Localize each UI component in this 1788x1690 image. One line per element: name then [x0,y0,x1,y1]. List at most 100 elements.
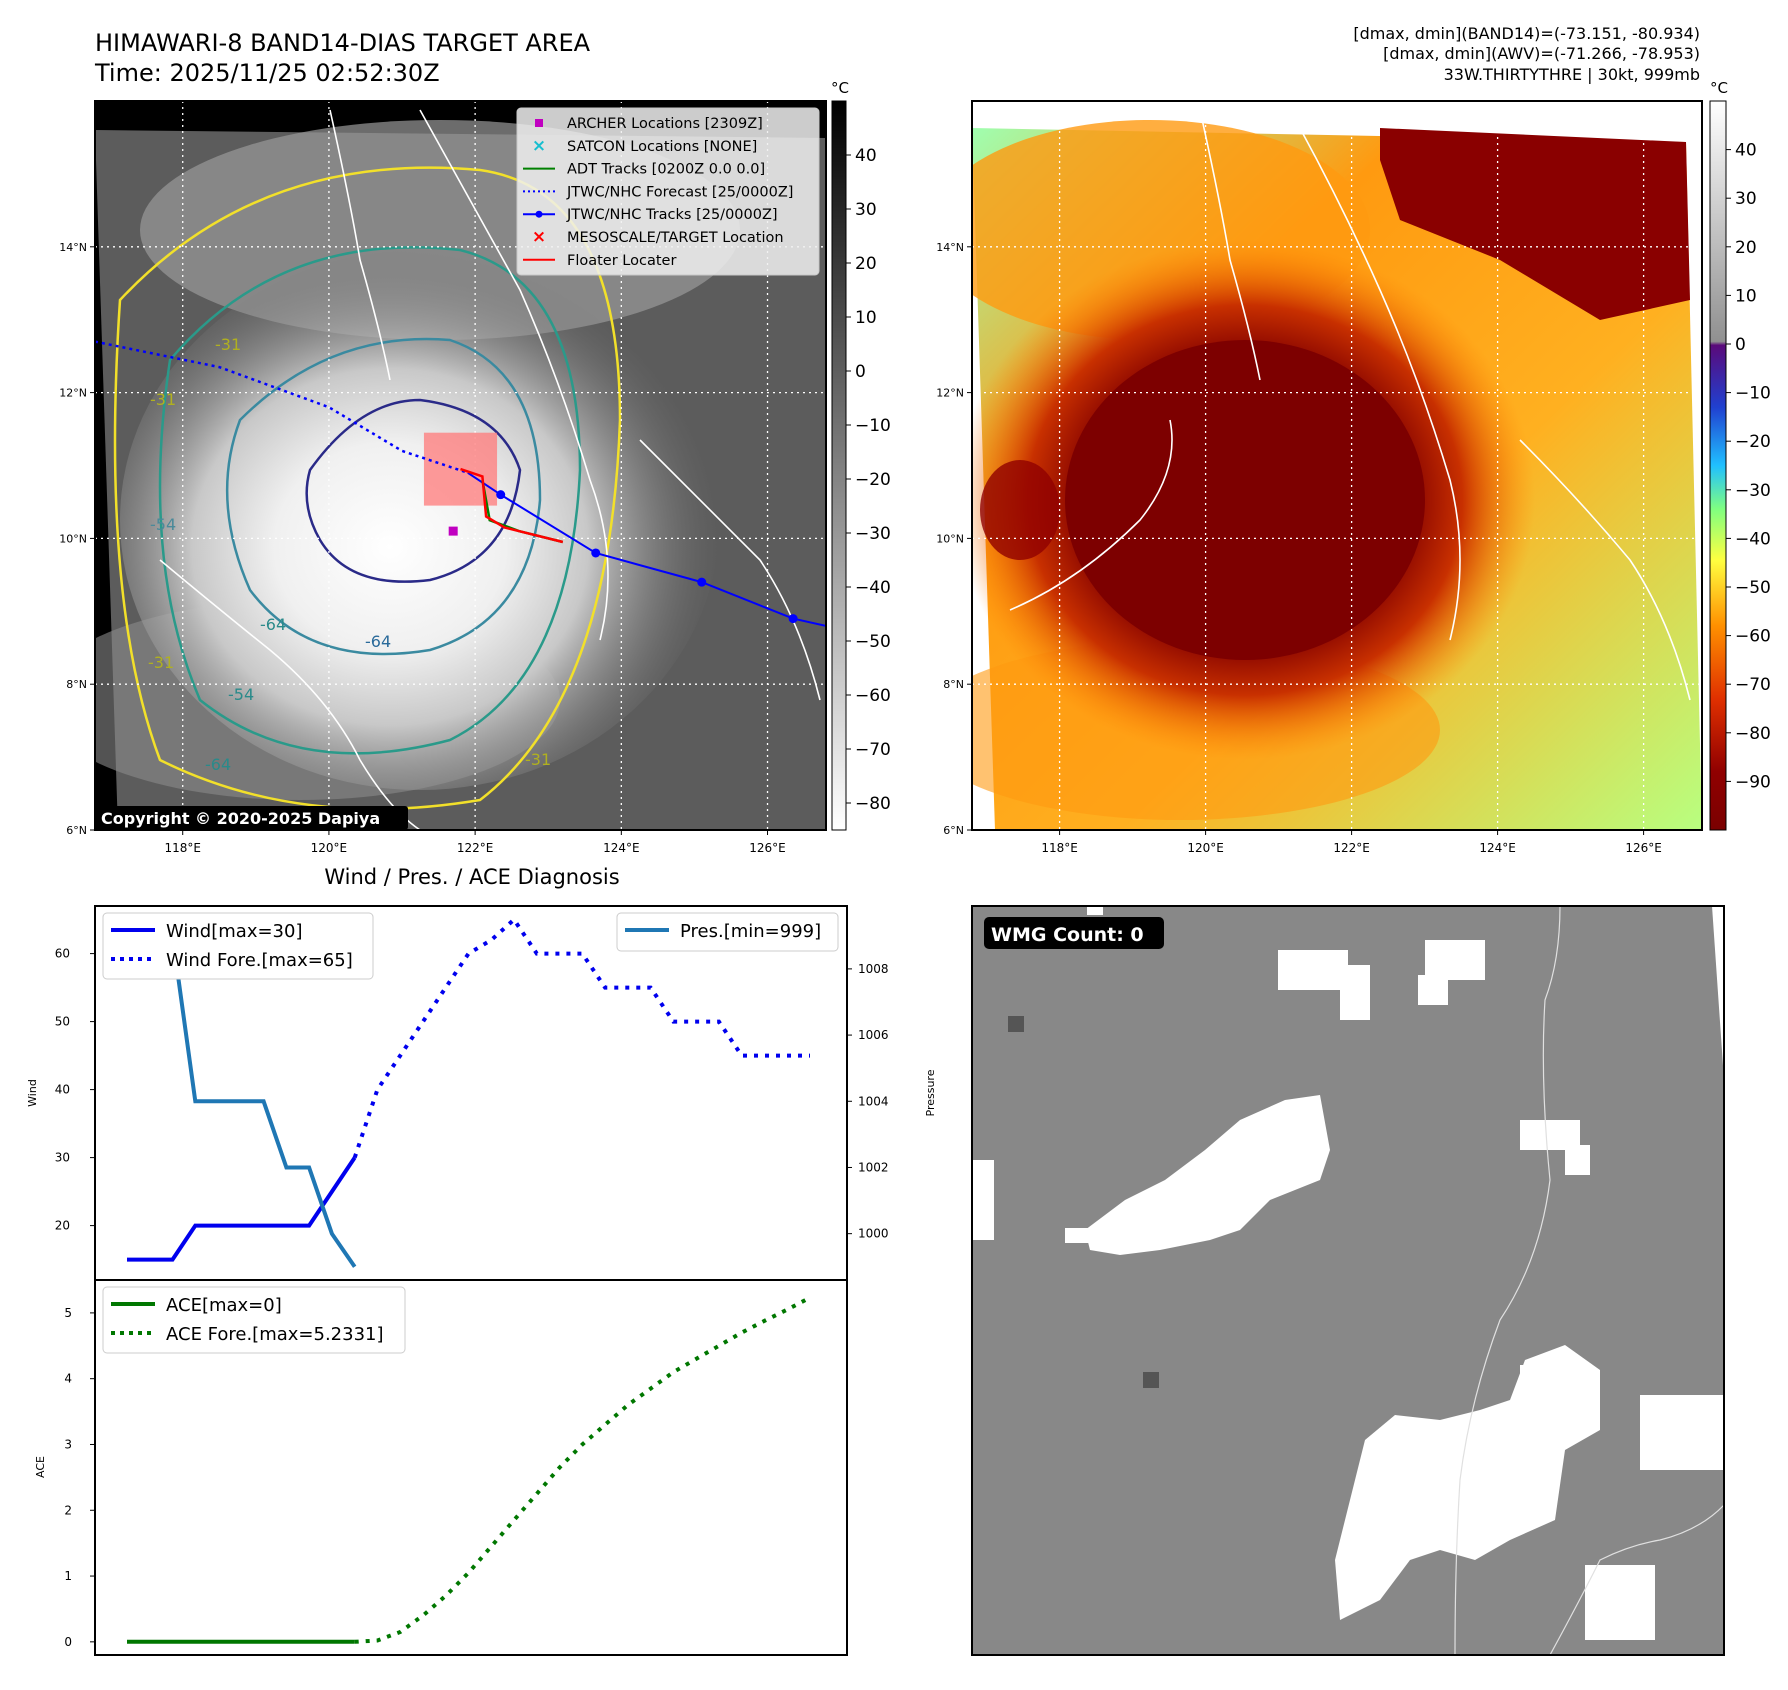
ace-tick-label: 5 [64,1306,72,1320]
wmg-cell [1565,1145,1590,1175]
jtwc-track-dots [496,490,798,624]
map1-storm-cloud [120,250,720,790]
map1-coastline-c [159,559,421,830]
pressure-legend-label: Pres.[min=999] [680,921,821,942]
series-line [149,933,357,1268]
figure-time: Time: 2025/11/25 02:52:30Z [94,59,440,87]
map2-y-tick-labels: 6°N 8°N 10°N 12°N 14°N [936,241,972,837]
wind-y-ticks: 20 30 40 50 60 [55,947,95,1233]
map2-coastline-d [1519,439,1691,701]
wmg-label-box [984,917,1164,949]
colorbar-tick-label: −40 [1735,529,1771,549]
wmg-coastline-a [1454,906,1561,1655]
x-tick-label: 122°E [1333,841,1370,855]
legend-label: MESOSCALE/TARGET Location [567,230,784,246]
map2-x-tick-labels: 118°E 120°E 122°E 124°E 126°E [1041,830,1662,855]
wmg-dark-cell [1008,1016,1024,1032]
wmg-cell [1418,975,1448,1005]
y-tick-label: 8°N [66,678,87,691]
y-tick-label: 12°N [936,387,964,400]
pressure-legend-box [616,912,839,952]
pressure-tick-label: 1002 [858,1160,889,1174]
contour-labels: -31 -31 -31 -54 -64 -64 -64 -54 -31 [148,335,551,774]
contour-label: -64 [260,615,286,634]
contour-label: -54 [150,515,176,534]
figure-title: HIMAWARI-8 BAND14-DIAS TARGET AREA [95,29,591,57]
copyright-text: Copyright © 2020-2025 Dapiya [101,809,380,828]
ace-tick-label: 1 [64,1569,72,1583]
wmg-dark-cell [1143,1372,1159,1388]
x-tick-label: 118°E [164,841,201,855]
wind-legend-box [102,912,374,980]
contour-label: -54 [228,685,254,704]
wmg-white-cloud-mid [972,1095,1590,1255]
colorbar-tick-label: −30 [1735,481,1771,501]
colorbar-tick-label: 10 [1735,286,1757,306]
wind-pressure-chart: 20 30 40 50 60 1000 1002 1004 1006 1008 Wind Pre… [26,905,937,1281]
x-tick-label: 120°E [1187,841,1224,855]
colorbar-tick-label: −60 [855,686,891,706]
color-colorbar-unit: °C [1710,79,1728,97]
map2-coastline-c [1009,419,1173,611]
y-tick-label: 6°N [66,824,87,837]
colorbar-tick-label: −90 [1735,772,1771,792]
map2-storm-core-inner [1065,340,1425,660]
floater-track-line [460,467,564,544]
info-line-storm: 33W.THIRTYTHRE | 30kt, 999mb [1444,65,1700,84]
wmg-cell [1065,1228,1090,1243]
colorbar-tick-label: 20 [1735,238,1757,258]
legend-label: ARCHER Locations [2309Z] [567,116,763,132]
legend-symbol-x: × [532,136,546,156]
ace-tick-label: 3 [64,1437,72,1451]
contour-label: -31 [150,390,176,409]
contour-teal-inner [225,337,542,656]
map1-coastline-d [639,439,821,701]
info-line-awv: [dmax, dmin](AWV)=(-71.266, -78.953) [1383,44,1700,63]
legend-label: ADT Tracks [0200Z 0.0 0.0] [567,162,765,178]
contour-navy-core [305,398,522,583]
legend-label: JTWC/NHC Tracks [25/0000Z] [566,207,778,223]
wmg-cell [1640,1395,1724,1470]
jtwc-track-point [591,548,601,558]
map2-cold-cloud-west [980,460,1060,560]
wind-tick-label: 30 [55,1151,70,1165]
ace-fore-legend-label: ACE Fore.[max=5.2331] [166,1324,384,1345]
colorbar-tick-label: 30 [855,200,877,220]
x-tick-label: 124°E [1479,841,1516,855]
series-line [127,1156,357,1262]
x-tick-label: 122°E [457,841,494,855]
colorbar-tick-label: −70 [1735,675,1771,695]
wind-ylabel: Wind [26,1079,39,1107]
x-tick-label: 120°E [311,841,348,855]
copyright-box [96,806,408,830]
map-legend-box [516,107,820,276]
map1-coastline-a [419,109,609,641]
y-tick-label: 6°N [943,824,964,837]
pressure-tick-label: 1006 [858,1028,889,1042]
contour-yellow-outer [113,166,622,811]
map-legend: ARCHER Locations [2309Z] × SATCON Location… [516,107,820,276]
pressure-tick-label: 1000 [858,1227,889,1241]
wind-tick-label: 60 [55,947,70,961]
wind-fore-legend-label: Wind Fore.[max=65] [166,950,353,971]
wmg-white-cloud-bottom [1335,1345,1724,1640]
colorbar-tick-label: −50 [1735,578,1771,598]
colorbar-tick-label: −80 [1735,724,1771,744]
colorbar-tick-label: −50 [855,632,891,652]
colorbar-tick-label: −70 [855,740,891,760]
jtwc-track-point [697,577,707,587]
colorbar-tick-label: −80 [855,794,891,814]
ace-legend-label: ACE[max=0] [166,1295,282,1316]
colorbar-tick-label: 20 [855,254,877,274]
colorbar-tick-label: −10 [855,416,891,436]
wmg-cell [1278,950,1348,990]
colorbar-tick-label: 40 [1735,141,1757,161]
series-line [354,1295,811,1644]
y-tick-label: 8°N [943,678,964,691]
colorbar-tick-label: −10 [1735,384,1771,404]
map2-cold-cloud-northeast [1380,128,1690,320]
info-line-band14: [dmax, dmin](BAND14)=(-73.151, -80.934) [1353,24,1700,43]
wind-tick-label: 50 [55,1015,70,1029]
map-legend-items: ARCHER Locations [2309Z] × SATCON Location… [523,116,793,269]
